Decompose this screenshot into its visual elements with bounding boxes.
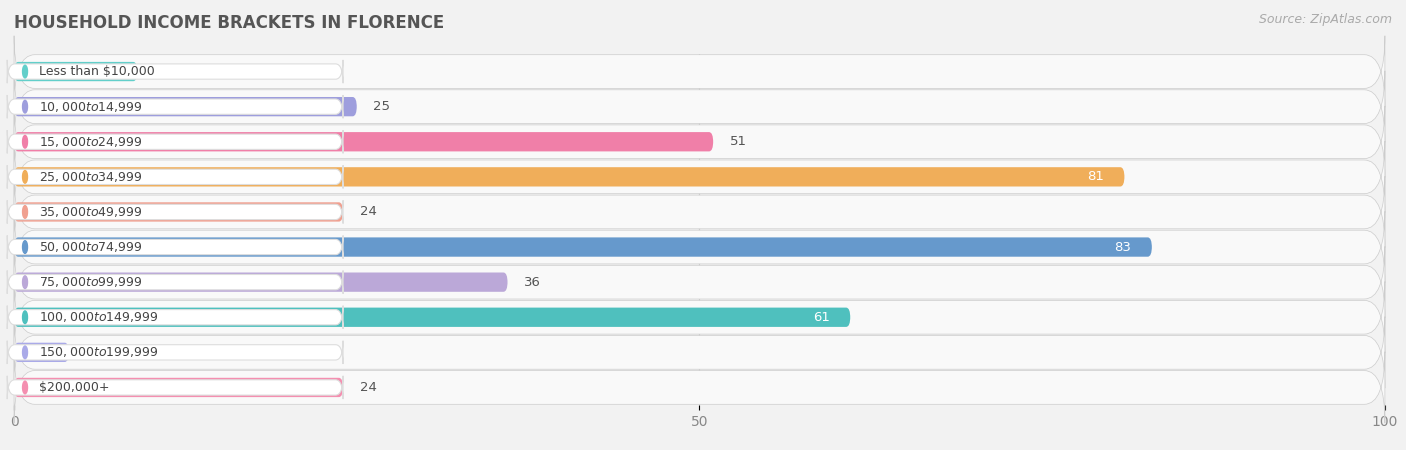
FancyBboxPatch shape bbox=[7, 306, 343, 329]
FancyBboxPatch shape bbox=[7, 235, 343, 259]
Text: $200,000+: $200,000+ bbox=[39, 381, 110, 394]
FancyBboxPatch shape bbox=[14, 106, 1385, 178]
Text: $15,000 to $24,999: $15,000 to $24,999 bbox=[39, 135, 142, 149]
FancyBboxPatch shape bbox=[14, 62, 138, 81]
FancyBboxPatch shape bbox=[14, 281, 1385, 353]
FancyBboxPatch shape bbox=[14, 202, 343, 221]
Text: 4: 4 bbox=[86, 346, 94, 359]
Text: HOUSEHOLD INCOME BRACKETS IN FLORENCE: HOUSEHOLD INCOME BRACKETS IN FLORENCE bbox=[14, 14, 444, 32]
FancyBboxPatch shape bbox=[7, 95, 343, 118]
FancyBboxPatch shape bbox=[7, 130, 343, 153]
FancyBboxPatch shape bbox=[14, 36, 1385, 108]
Circle shape bbox=[22, 241, 28, 253]
Text: 61: 61 bbox=[813, 311, 830, 324]
FancyBboxPatch shape bbox=[7, 341, 343, 364]
FancyBboxPatch shape bbox=[14, 273, 508, 292]
FancyBboxPatch shape bbox=[7, 200, 343, 224]
FancyBboxPatch shape bbox=[14, 378, 343, 397]
FancyBboxPatch shape bbox=[14, 132, 713, 151]
FancyBboxPatch shape bbox=[14, 141, 1385, 213]
Text: 51: 51 bbox=[730, 135, 747, 148]
Circle shape bbox=[22, 276, 28, 288]
Text: $10,000 to $14,999: $10,000 to $14,999 bbox=[39, 99, 142, 114]
FancyBboxPatch shape bbox=[14, 176, 1385, 248]
FancyBboxPatch shape bbox=[14, 308, 851, 327]
FancyBboxPatch shape bbox=[14, 211, 1385, 283]
Text: 36: 36 bbox=[524, 276, 541, 288]
Text: $35,000 to $49,999: $35,000 to $49,999 bbox=[39, 205, 142, 219]
Text: $150,000 to $199,999: $150,000 to $199,999 bbox=[39, 345, 157, 360]
FancyBboxPatch shape bbox=[7, 165, 343, 189]
FancyBboxPatch shape bbox=[14, 316, 1385, 388]
Circle shape bbox=[22, 135, 28, 148]
FancyBboxPatch shape bbox=[14, 71, 1385, 143]
Text: $100,000 to $149,999: $100,000 to $149,999 bbox=[39, 310, 157, 324]
Text: 24: 24 bbox=[360, 381, 377, 394]
Text: $25,000 to $34,999: $25,000 to $34,999 bbox=[39, 170, 142, 184]
Text: 83: 83 bbox=[1115, 241, 1132, 253]
Text: $50,000 to $74,999: $50,000 to $74,999 bbox=[39, 240, 142, 254]
FancyBboxPatch shape bbox=[7, 376, 343, 399]
Circle shape bbox=[22, 65, 28, 78]
FancyBboxPatch shape bbox=[14, 343, 69, 362]
Text: Source: ZipAtlas.com: Source: ZipAtlas.com bbox=[1258, 14, 1392, 27]
Circle shape bbox=[22, 171, 28, 183]
Text: Less than $10,000: Less than $10,000 bbox=[39, 65, 155, 78]
Text: $75,000 to $99,999: $75,000 to $99,999 bbox=[39, 275, 142, 289]
Text: 25: 25 bbox=[373, 100, 391, 113]
Circle shape bbox=[22, 346, 28, 359]
FancyBboxPatch shape bbox=[14, 246, 1385, 318]
FancyBboxPatch shape bbox=[14, 238, 1152, 256]
Circle shape bbox=[22, 206, 28, 218]
Circle shape bbox=[22, 311, 28, 324]
Text: 81: 81 bbox=[1087, 171, 1104, 183]
Text: 24: 24 bbox=[360, 206, 377, 218]
FancyBboxPatch shape bbox=[7, 60, 343, 83]
FancyBboxPatch shape bbox=[14, 167, 1125, 186]
FancyBboxPatch shape bbox=[14, 97, 357, 116]
Circle shape bbox=[22, 381, 28, 394]
FancyBboxPatch shape bbox=[14, 351, 1385, 423]
FancyBboxPatch shape bbox=[7, 270, 343, 294]
Circle shape bbox=[22, 100, 28, 113]
Text: 9: 9 bbox=[153, 65, 162, 78]
